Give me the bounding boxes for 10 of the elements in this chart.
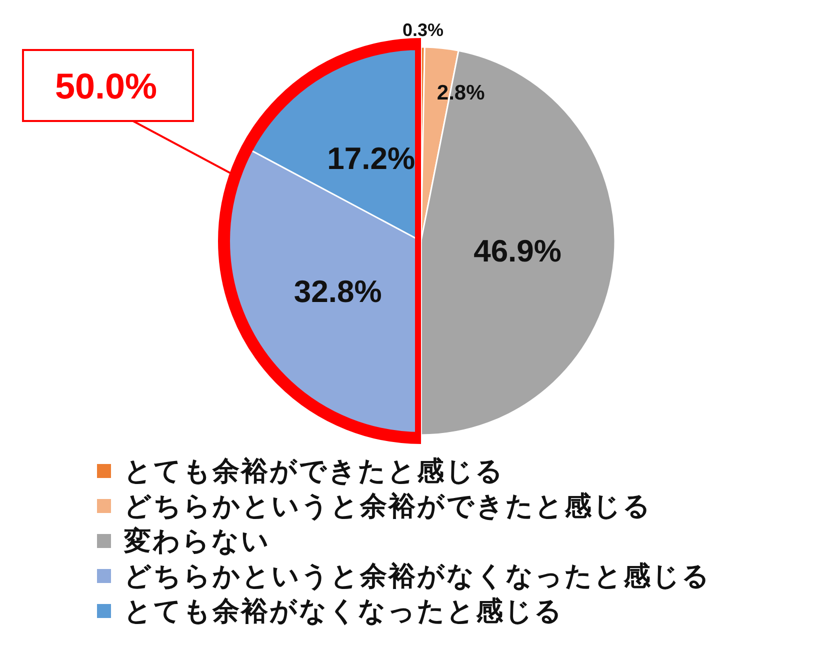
data-label: 0.3% xyxy=(402,20,444,40)
legend-label: どちらかというと余裕がなくなったと感じる xyxy=(124,560,711,594)
data-label: 46.9% xyxy=(474,232,562,268)
data-label: 17.2% xyxy=(327,140,416,176)
text: 50.0% xyxy=(54,65,158,106)
legend-label: とても余裕ができたと感じる xyxy=(124,454,504,488)
legend-label: 変わらない xyxy=(124,524,270,558)
data-label: 32.8% xyxy=(294,273,382,308)
legend-label: どちらかというと余裕ができたと感じる xyxy=(124,490,652,524)
legend-label: とても余裕がなくなったと感じる xyxy=(124,594,564,628)
